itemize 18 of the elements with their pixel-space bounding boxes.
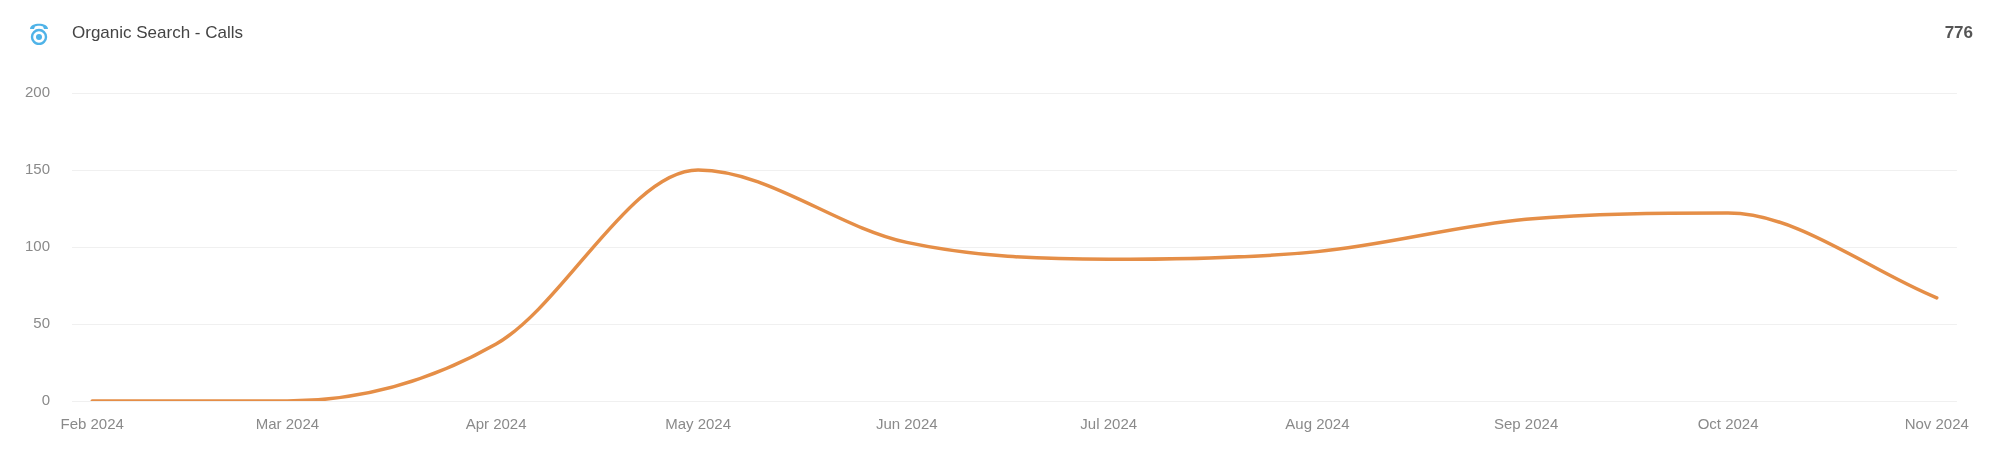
x-tick-label: Apr 2024 bbox=[465, 415, 527, 433]
x-tick-label: Feb 2024 bbox=[60, 415, 124, 433]
y-tick-label: 100 bbox=[24, 237, 50, 255]
y-tick-label: 200 bbox=[24, 83, 50, 101]
x-tick-label: Oct 2024 bbox=[1697, 415, 1759, 433]
text: 776 bbox=[1944, 22, 1973, 44]
line-series bbox=[90, 168, 1939, 401]
y-tick-label: 0 bbox=[41, 391, 50, 409]
x-tick-label: Aug 2024 bbox=[1285, 415, 1350, 433]
y-tick-label: 150 bbox=[24, 160, 50, 178]
x-tick-label: Jul 2024 bbox=[1080, 415, 1138, 433]
x-tick-label: Nov 2024 bbox=[1904, 415, 1969, 433]
x-tick-label: Mar 2024 bbox=[255, 415, 320, 433]
x-tick-label: Jun 2024 bbox=[875, 415, 938, 433]
x-tick-label: Sep 2024 bbox=[1493, 415, 1559, 433]
y-tick-label: 50 bbox=[33, 314, 50, 332]
chart-title: Organic Search - Calls bbox=[72, 22, 244, 44]
x-tick-label: May 2024 bbox=[665, 415, 732, 433]
